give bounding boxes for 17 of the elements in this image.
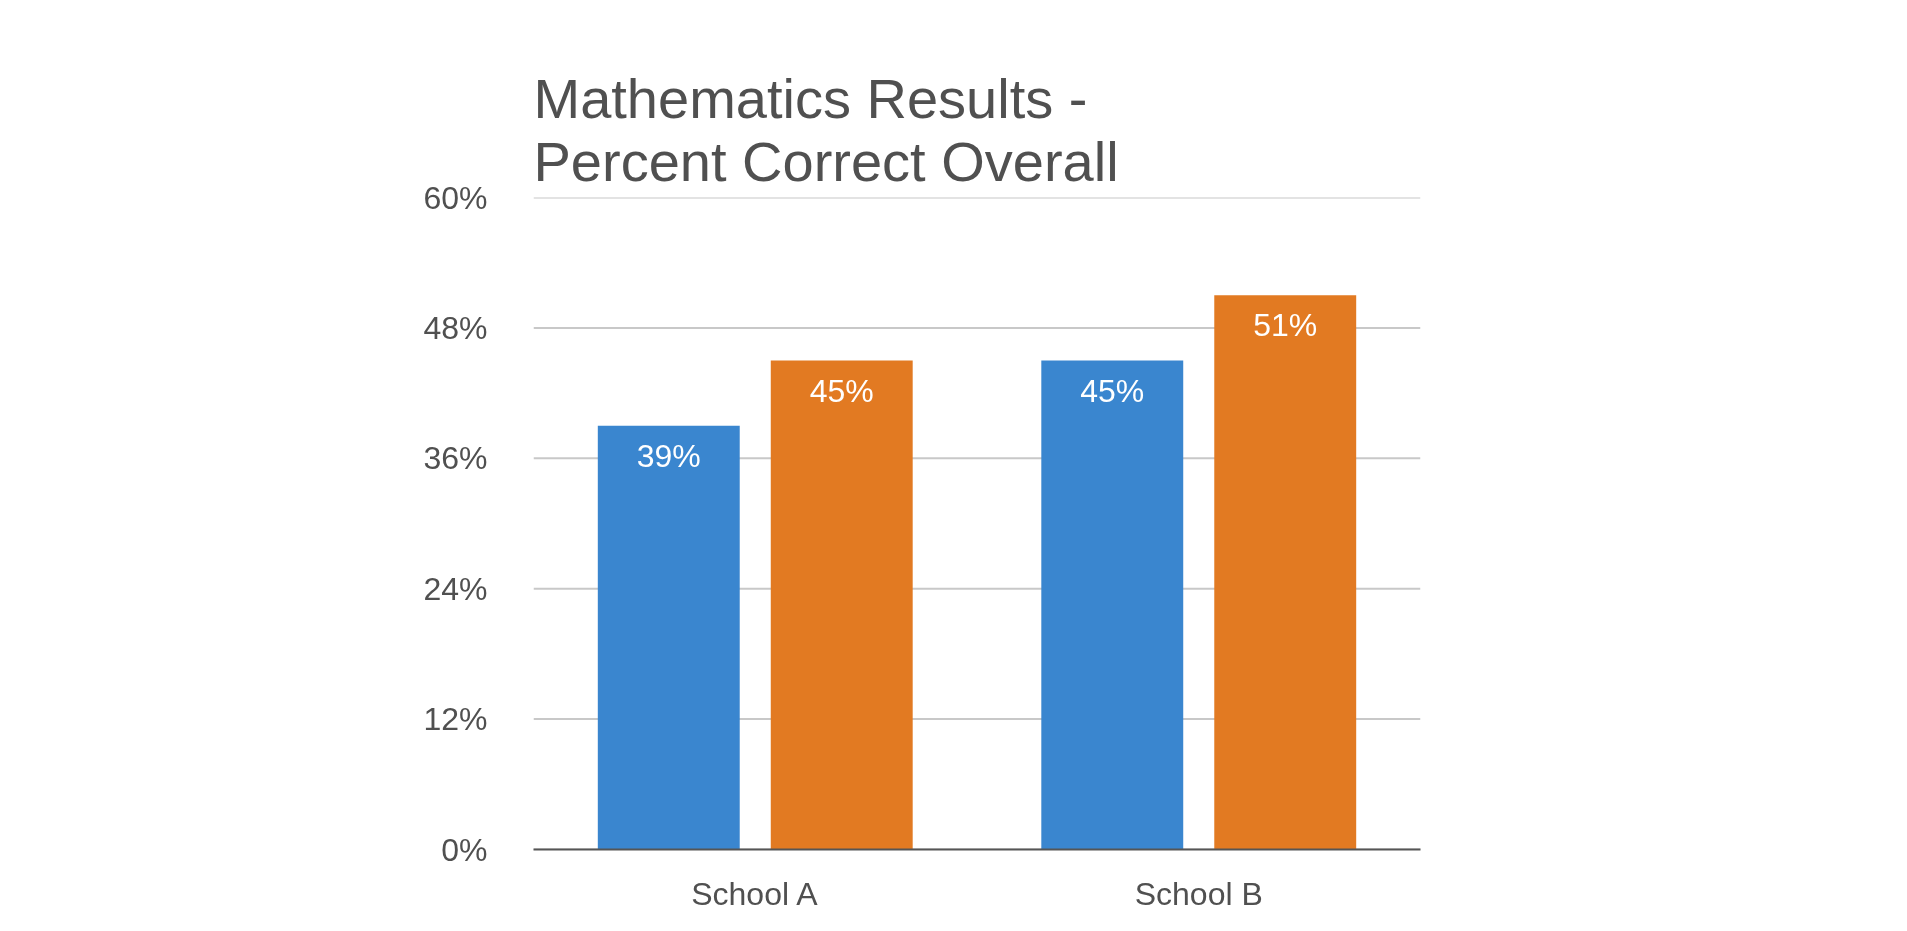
data-label: 45% xyxy=(1080,372,1145,409)
bar xyxy=(1214,295,1357,850)
bar xyxy=(770,360,913,850)
data-label: 51% xyxy=(1253,307,1318,344)
bar xyxy=(597,425,740,850)
y-tick-label: 48% xyxy=(423,309,488,346)
y-tick-label: 36% xyxy=(423,440,488,477)
y-tick-label: 0% xyxy=(441,831,488,868)
bar xyxy=(1041,360,1184,850)
y-tick-label: 12% xyxy=(423,701,488,738)
x-tick-label: School B xyxy=(1134,875,1263,912)
y-tick-label: 60% xyxy=(423,179,488,216)
data-label: 39% xyxy=(636,437,701,474)
data-label: 45% xyxy=(809,372,874,409)
y-tick-label: 24% xyxy=(423,570,488,607)
chart-title: Mathematics Results - Percent Correct Overall xyxy=(533,66,1119,193)
x-tick-label: School A xyxy=(691,875,819,912)
